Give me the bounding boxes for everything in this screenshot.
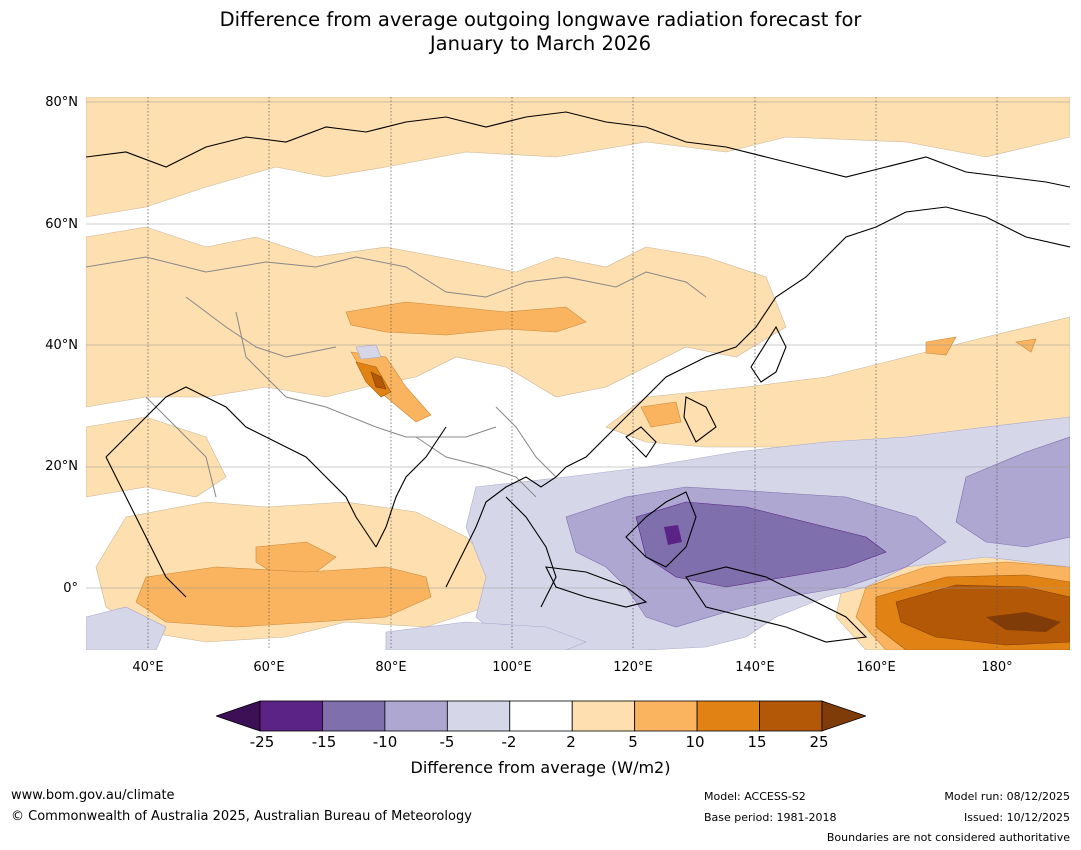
footer-base-period: Base period: 1981-2018	[704, 811, 837, 824]
forecast-map[interactable]	[86, 97, 1070, 650]
country-borders	[86, 256, 707, 498]
legend-swatch-2	[322, 700, 386, 732]
legend-label: Difference from average (W/m2)	[410, 758, 671, 777]
lon-label-60e: 60°E	[253, 660, 285, 675]
legend-swatch-3	[384, 700, 448, 732]
lon-label-100e: 100°E	[492, 660, 532, 675]
legend-colorbar	[216, 700, 866, 732]
lat-label-0: 0°	[63, 581, 78, 596]
footer-issued: Issued: 10/12/2025	[963, 811, 1070, 824]
graticule	[86, 101, 1070, 589]
legend-swatch-4	[446, 700, 511, 732]
legend-swatch-gt-25	[821, 700, 866, 732]
lon-label-40e: 40°E	[132, 660, 164, 675]
title-line-2: January to March 2026	[429, 32, 652, 55]
legend-swatch-8	[696, 700, 760, 732]
anomaly-neg15-neg25-fill	[664, 525, 682, 545]
chart-title: Difference from average outgoing longwav…	[0, 8, 1081, 56]
lat-label-20n: 20°N	[45, 459, 78, 474]
footer-copyright: © Commonwealth of Australia 2025, Austra…	[11, 809, 472, 824]
legend-swatch-7	[634, 700, 698, 732]
coastlines	[86, 111, 1070, 643]
lat-label-60n: 60°N	[45, 217, 78, 232]
anomaly-neg10-neg15-fill	[635, 501, 887, 588]
footer-model: Model: ACCESS-S2	[704, 790, 806, 803]
legend-swatch-lt-neg25	[216, 700, 261, 732]
lon-label-120e: 120°E	[613, 660, 653, 675]
legend-tick-neg10: -10	[372, 733, 398, 751]
legend-swatch-6	[571, 700, 636, 732]
legend-swatch-1	[259, 700, 323, 732]
lat-label-40n: 40°N	[45, 338, 78, 353]
lat-label-80n: 80°N	[45, 95, 78, 110]
footer-url[interactable]: www.bom.gov.au/climate	[11, 788, 175, 803]
footer-model-run: Model run: 08/12/2025	[944, 790, 1070, 803]
legend-tick-neg5: -5	[439, 733, 455, 751]
title-line-1: Difference from average outgoing longwav…	[219, 8, 862, 31]
legend-swatch-5	[509, 700, 573, 732]
map-canvas	[86, 97, 1070, 650]
footer-disclaimer: Boundaries are not considered authoritat…	[826, 831, 1070, 844]
legend-tick-15: 15	[747, 733, 767, 751]
legend-tick-10: 10	[685, 733, 705, 751]
legend-tick-neg2: -2	[501, 733, 517, 751]
legend-tick-neg25: -25	[249, 733, 275, 751]
legend-tick-5: 5	[628, 733, 638, 751]
lon-label-140e: 140°E	[735, 660, 775, 675]
lon-label-180: 180°	[981, 660, 1013, 675]
legend-tick-2: 2	[566, 733, 576, 751]
legend-tick-25: 25	[809, 733, 829, 751]
lon-label-80e: 80°E	[375, 660, 407, 675]
anomaly-gt25-fill	[986, 612, 1061, 632]
lon-label-160e: 160°E	[856, 660, 896, 675]
legend-swatch-9	[759, 700, 823, 732]
legend-tick-neg15: -15	[311, 733, 337, 751]
